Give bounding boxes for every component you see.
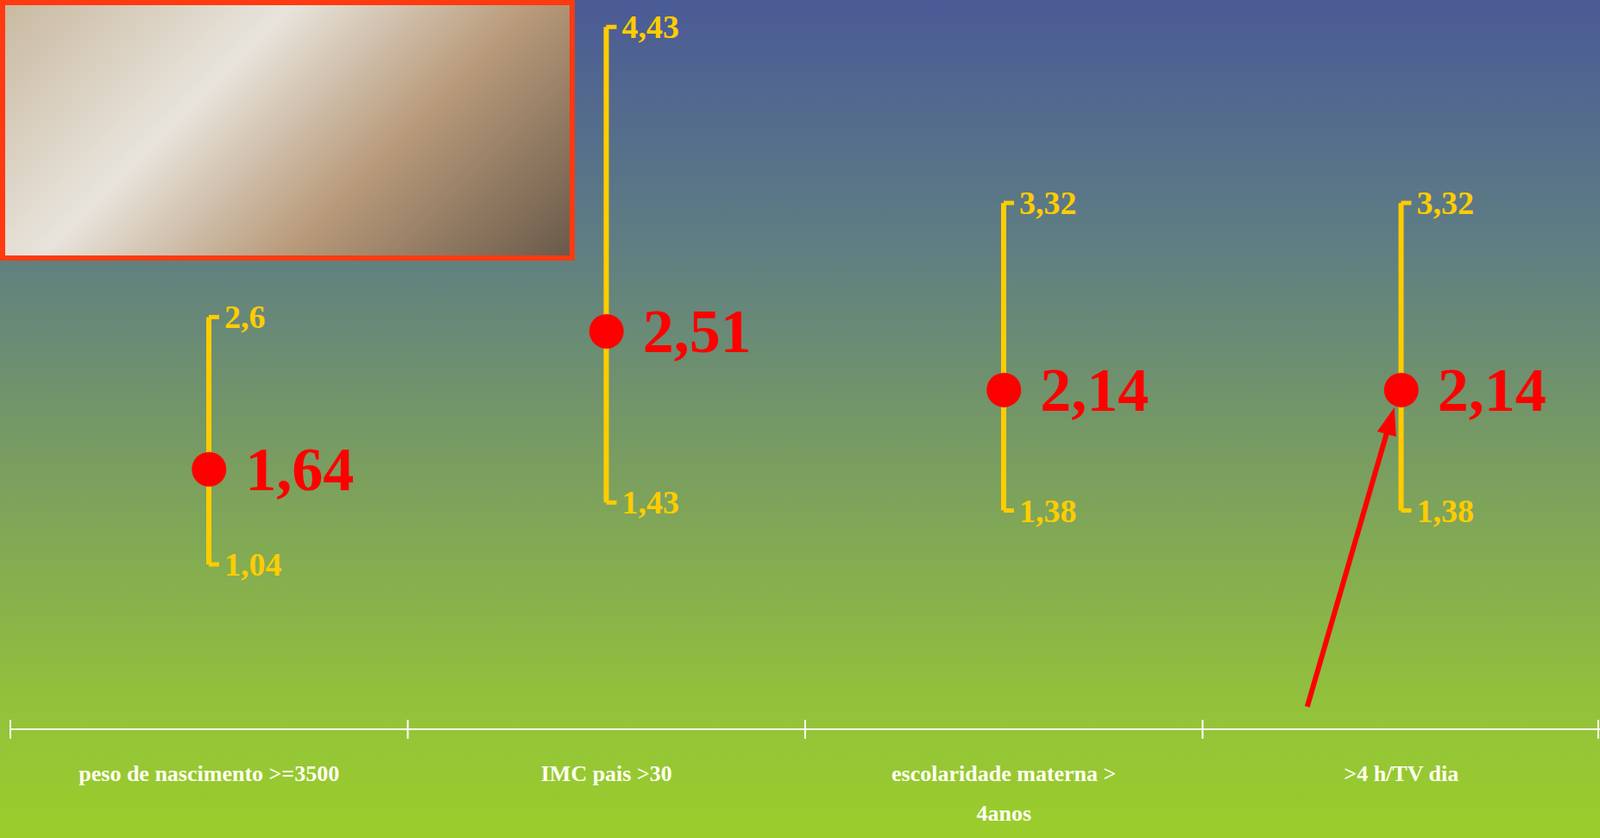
svg-text:2,51: 2,51	[642, 296, 752, 366]
svg-text:3,32: 3,32	[1019, 184, 1078, 221]
svg-text:1,38: 1,38	[1417, 492, 1475, 530]
svg-text:1,64: 1,64	[245, 434, 354, 504]
svg-text:IMC pais >30: IMC pais >30	[541, 761, 673, 787]
svg-text:>4 h/TV dia: >4 h/TV dia	[1343, 761, 1459, 787]
svg-text:2,14: 2,14	[1437, 355, 1547, 425]
svg-text:peso de nascimento >=3500: peso de nascimento >=3500	[78, 761, 340, 787]
svg-text:1,04: 1,04	[224, 546, 283, 583]
svg-text:2,6: 2,6	[224, 298, 266, 335]
svg-text:4,43: 4,43	[622, 8, 681, 45]
svg-text:2,14: 2,14	[1039, 355, 1149, 425]
svg-text:1,38: 1,38	[1019, 492, 1078, 530]
svg-text:1,43: 1,43	[622, 484, 681, 521]
svg-text:3,32: 3,32	[1417, 184, 1475, 221]
svg-text:escolaridade materna >4anos: escolaridade materna >4anos	[891, 761, 1116, 826]
